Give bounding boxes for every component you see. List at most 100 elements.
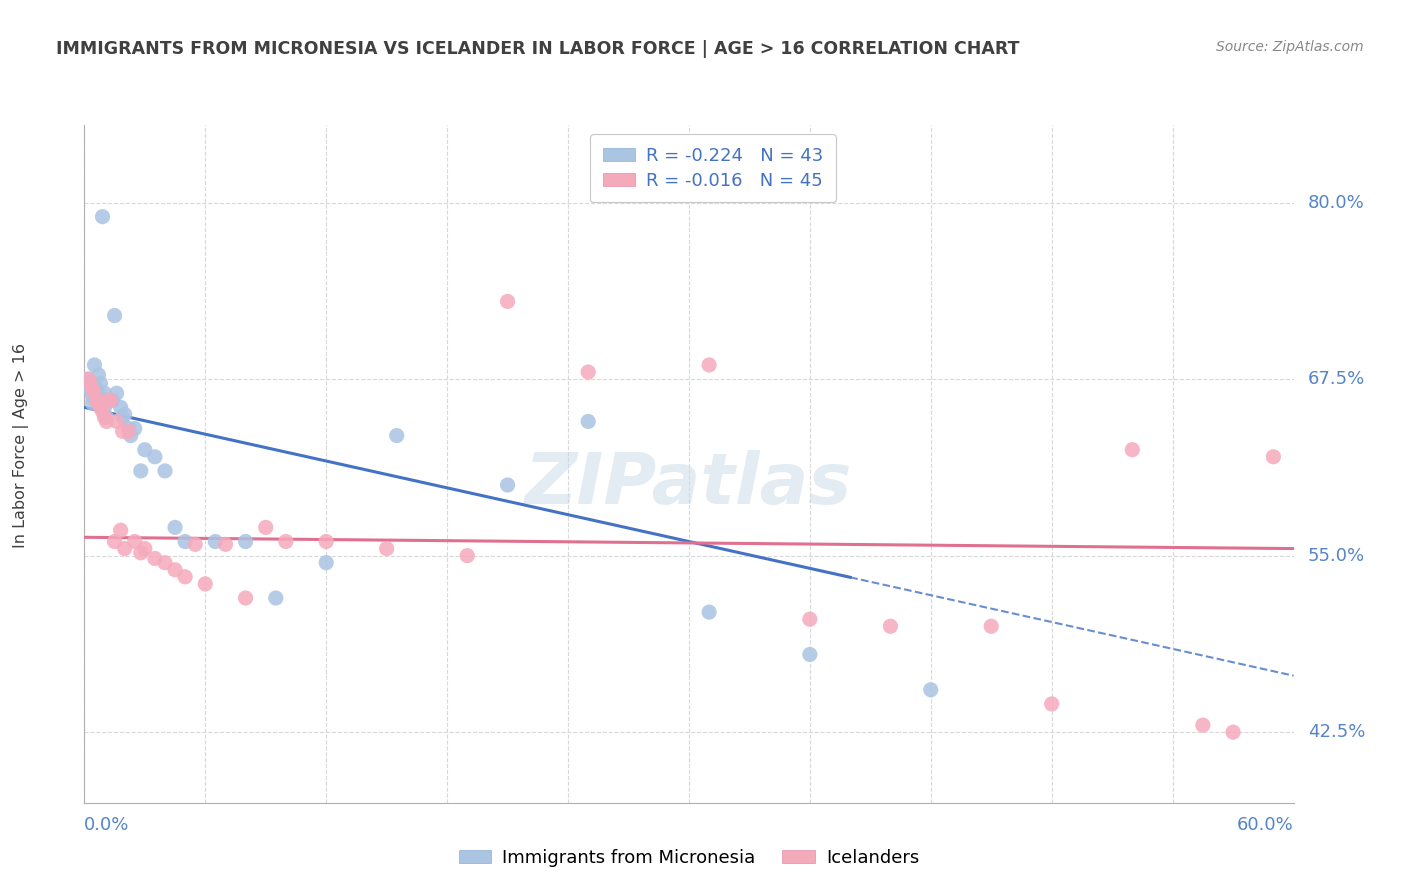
Point — [114, 408, 136, 422]
Text: 0.0%: 0.0% — [84, 816, 129, 834]
Point — [375, 541, 398, 556]
Point — [91, 210, 114, 224]
Point — [235, 591, 257, 605]
Point — [118, 421, 141, 435]
Point — [89, 376, 111, 391]
Point — [87, 386, 110, 401]
Point — [165, 563, 187, 577]
Point — [879, 619, 901, 633]
Point — [97, 393, 120, 408]
Point — [456, 549, 478, 563]
Point — [93, 401, 115, 415]
Point — [124, 421, 146, 435]
Point — [697, 358, 720, 372]
Point — [120, 428, 142, 442]
Point — [264, 591, 287, 605]
Point — [86, 382, 108, 396]
Point — [87, 368, 110, 382]
Point — [110, 401, 132, 415]
Point — [315, 534, 337, 549]
Point — [174, 570, 197, 584]
Point — [79, 382, 101, 396]
Point — [274, 534, 297, 549]
Text: 80.0%: 80.0% — [1308, 194, 1364, 211]
Point — [315, 556, 337, 570]
Point — [143, 551, 166, 566]
Point — [100, 393, 122, 408]
Point — [920, 682, 942, 697]
Text: IMMIGRANTS FROM MICRONESIA VS ICELANDER IN LABOR FORCE | AGE > 16 CORRELATION CH: IMMIGRANTS FROM MICRONESIA VS ICELANDER … — [56, 40, 1019, 58]
Point — [496, 294, 519, 309]
Point — [153, 556, 176, 570]
Point — [129, 546, 152, 560]
Point — [82, 396, 104, 410]
Text: 42.5%: 42.5% — [1308, 723, 1365, 741]
Point — [104, 534, 127, 549]
Text: ZIPatlas: ZIPatlas — [526, 450, 852, 518]
Point — [91, 404, 114, 418]
Point — [697, 605, 720, 619]
Point — [496, 478, 519, 492]
Point — [89, 401, 111, 415]
Point — [93, 386, 115, 401]
Point — [194, 577, 217, 591]
Point — [134, 442, 156, 457]
Point — [82, 382, 104, 396]
Point — [86, 393, 108, 408]
Point — [1222, 725, 1244, 739]
Text: 67.5%: 67.5% — [1308, 370, 1365, 388]
Point — [174, 534, 197, 549]
Point — [1121, 442, 1143, 457]
Point — [87, 396, 110, 410]
Legend: Immigrants from Micronesia, Icelanders: Immigrants from Micronesia, Icelanders — [451, 842, 927, 874]
Point — [86, 393, 108, 408]
Point — [1263, 450, 1285, 464]
Point — [214, 537, 236, 551]
Point — [111, 425, 134, 439]
Point — [1192, 718, 1215, 732]
Point — [114, 541, 136, 556]
Point — [165, 520, 187, 534]
Point — [105, 415, 128, 429]
Point — [97, 393, 120, 408]
Point — [118, 425, 141, 439]
Point — [105, 386, 128, 401]
Point — [93, 410, 115, 425]
Point — [79, 376, 101, 391]
Point — [96, 415, 118, 429]
Point — [576, 415, 599, 429]
Point — [254, 520, 277, 534]
Point — [104, 309, 127, 323]
Point — [77, 372, 100, 386]
Text: Source: ZipAtlas.com: Source: ZipAtlas.com — [1216, 40, 1364, 54]
Text: 60.0%: 60.0% — [1237, 816, 1294, 834]
Point — [1040, 697, 1063, 711]
Point — [134, 541, 156, 556]
Point — [385, 428, 408, 442]
Point — [143, 450, 166, 464]
Point — [77, 372, 100, 386]
Legend: R = -0.224   N = 43, R = -0.016   N = 45: R = -0.224 N = 43, R = -0.016 N = 45 — [591, 134, 837, 202]
Text: In Labor Force | Age > 16: In Labor Force | Age > 16 — [13, 343, 30, 549]
Text: 55.0%: 55.0% — [1308, 547, 1365, 565]
Point — [129, 464, 152, 478]
Point — [204, 534, 226, 549]
Point — [799, 648, 821, 662]
Point — [83, 358, 105, 372]
Point — [184, 537, 207, 551]
Point — [83, 379, 105, 393]
Point — [82, 389, 104, 403]
Point — [110, 523, 132, 537]
Point — [576, 365, 599, 379]
Point — [799, 612, 821, 626]
Point — [100, 393, 122, 408]
Point — [89, 393, 111, 408]
Point — [111, 410, 134, 425]
Point — [235, 534, 257, 549]
Point — [101, 393, 124, 408]
Point — [96, 410, 118, 425]
Point — [124, 534, 146, 549]
Point — [980, 619, 1002, 633]
Point — [153, 464, 176, 478]
Point — [83, 386, 105, 401]
